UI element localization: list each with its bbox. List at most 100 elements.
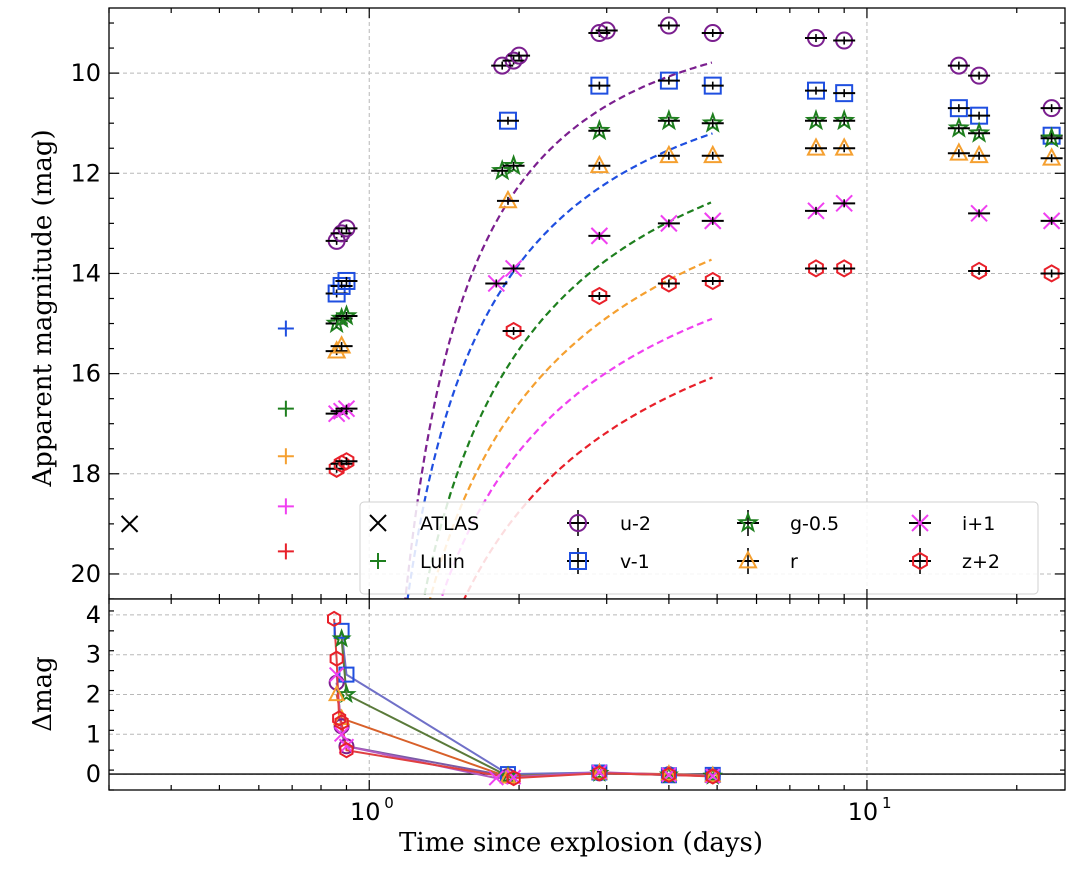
marker-triangle [498, 189, 518, 209]
x-tick-label: 10 [848, 798, 879, 826]
legend-marker-ATLAS [369, 514, 387, 532]
marker-hexagon [1043, 264, 1060, 283]
legend-label: z+2 [962, 551, 1000, 573]
marker-hexagon [705, 768, 720, 785]
marker-x-stroke [120, 515, 139, 533]
data-point [661, 274, 677, 293]
marker-triangle [589, 154, 610, 174]
marker-hexagon [332, 710, 347, 727]
data-point-lulin [277, 498, 294, 515]
marker-triangle [834, 137, 854, 156]
data-point [836, 259, 853, 278]
data-point [498, 189, 518, 209]
marker-triangle [660, 764, 678, 781]
marker-circle [569, 514, 587, 532]
y-tick-label: 0 [86, 760, 101, 788]
delta-point [336, 683, 357, 704]
data-point [589, 154, 610, 174]
data-point [326, 340, 347, 359]
data-point-lulin [277, 543, 294, 560]
data-point-lulin [277, 320, 294, 337]
delta-point [329, 650, 344, 667]
data-point [591, 286, 608, 306]
y-tick-label: 12 [70, 159, 101, 187]
x-tick-exponent: 1 [882, 794, 892, 812]
delta-point [705, 768, 720, 785]
top-grid [109, 8, 1065, 599]
delta-point [328, 666, 345, 683]
legend-marker-z+2 [912, 551, 928, 571]
delta-point [704, 765, 722, 783]
data-point [703, 144, 723, 164]
legend-label: g-0.5 [790, 513, 839, 535]
marker-hexagon [505, 321, 522, 341]
delta-point [506, 769, 521, 787]
marker-triangle [969, 144, 989, 164]
marker-star [331, 628, 352, 648]
y-tick-label: 1 [86, 720, 101, 748]
legend: ATLAS Lulin u-2 v-1 g-0.5 r i+1 z+2 [359, 501, 1039, 595]
marker-triangle [806, 137, 826, 156]
data-point [338, 452, 355, 471]
marker-triangle [327, 684, 346, 702]
marker-hexagon [592, 765, 607, 782]
delta-point [590, 763, 609, 780]
marker-triangle [659, 144, 679, 164]
legend-box [359, 501, 1039, 595]
delta-point [331, 628, 352, 648]
data-point [505, 321, 522, 341]
bottom-data-points [327, 610, 723, 787]
x-axis-label: Time since explosion (days) [399, 828, 763, 858]
legend-marker-g-0.5 [736, 511, 760, 533]
marker-x-stroke [369, 514, 387, 532]
marker-hexagon [661, 766, 676, 784]
data-point [328, 459, 345, 478]
delta-point [338, 738, 355, 754]
data-point [806, 137, 826, 156]
data-point [120, 515, 139, 533]
marker-star [336, 683, 357, 704]
marker-triangle [704, 765, 722, 783]
marker-hexagon [591, 286, 608, 306]
data-point-lulin [277, 448, 294, 465]
marker-x-stroke [328, 666, 345, 683]
data-point [834, 137, 854, 156]
delta-line-z [333, 618, 713, 780]
marker-triangle [738, 550, 758, 569]
fit-curve-v [406, 132, 713, 599]
delta-point [339, 742, 354, 759]
legend-marker-r [738, 550, 758, 569]
bottom-frame [108, 598, 1066, 791]
marker-triangle [331, 335, 352, 354]
marker-hexagon [912, 551, 928, 571]
y-axis-label-bottom: Δmag [28, 656, 58, 732]
data-point [331, 335, 352, 354]
marker-hexagon [327, 610, 342, 628]
fit-curve-g [422, 201, 712, 599]
marker-x-stroke [333, 726, 350, 742]
delta-point [660, 764, 678, 781]
marker-hexagon [328, 459, 345, 478]
y-tick-label: 14 [70, 259, 101, 287]
legend-marker-v-1 [569, 552, 587, 570]
marker-triangle [1041, 147, 1062, 166]
marker-hexagon [339, 742, 354, 759]
delta-point [327, 684, 346, 702]
delta-point [327, 610, 342, 628]
legend-marker-i+1 [911, 514, 929, 532]
legend-label: ATLAS [420, 513, 479, 535]
legend-label: i+1 [962, 513, 995, 535]
top-plot-area [109, 8, 1065, 599]
delta-point [592, 765, 607, 782]
data-point [949, 142, 969, 161]
y-tick-label: 18 [70, 460, 101, 488]
marker-hexagon [334, 714, 349, 731]
legend-label: Lulin [420, 551, 465, 573]
marker-triangle [590, 763, 609, 780]
delta-point [332, 710, 347, 727]
marker-hexagon [506, 769, 521, 787]
marker-hexagon [338, 452, 355, 471]
legend-label: u-2 [620, 513, 651, 535]
